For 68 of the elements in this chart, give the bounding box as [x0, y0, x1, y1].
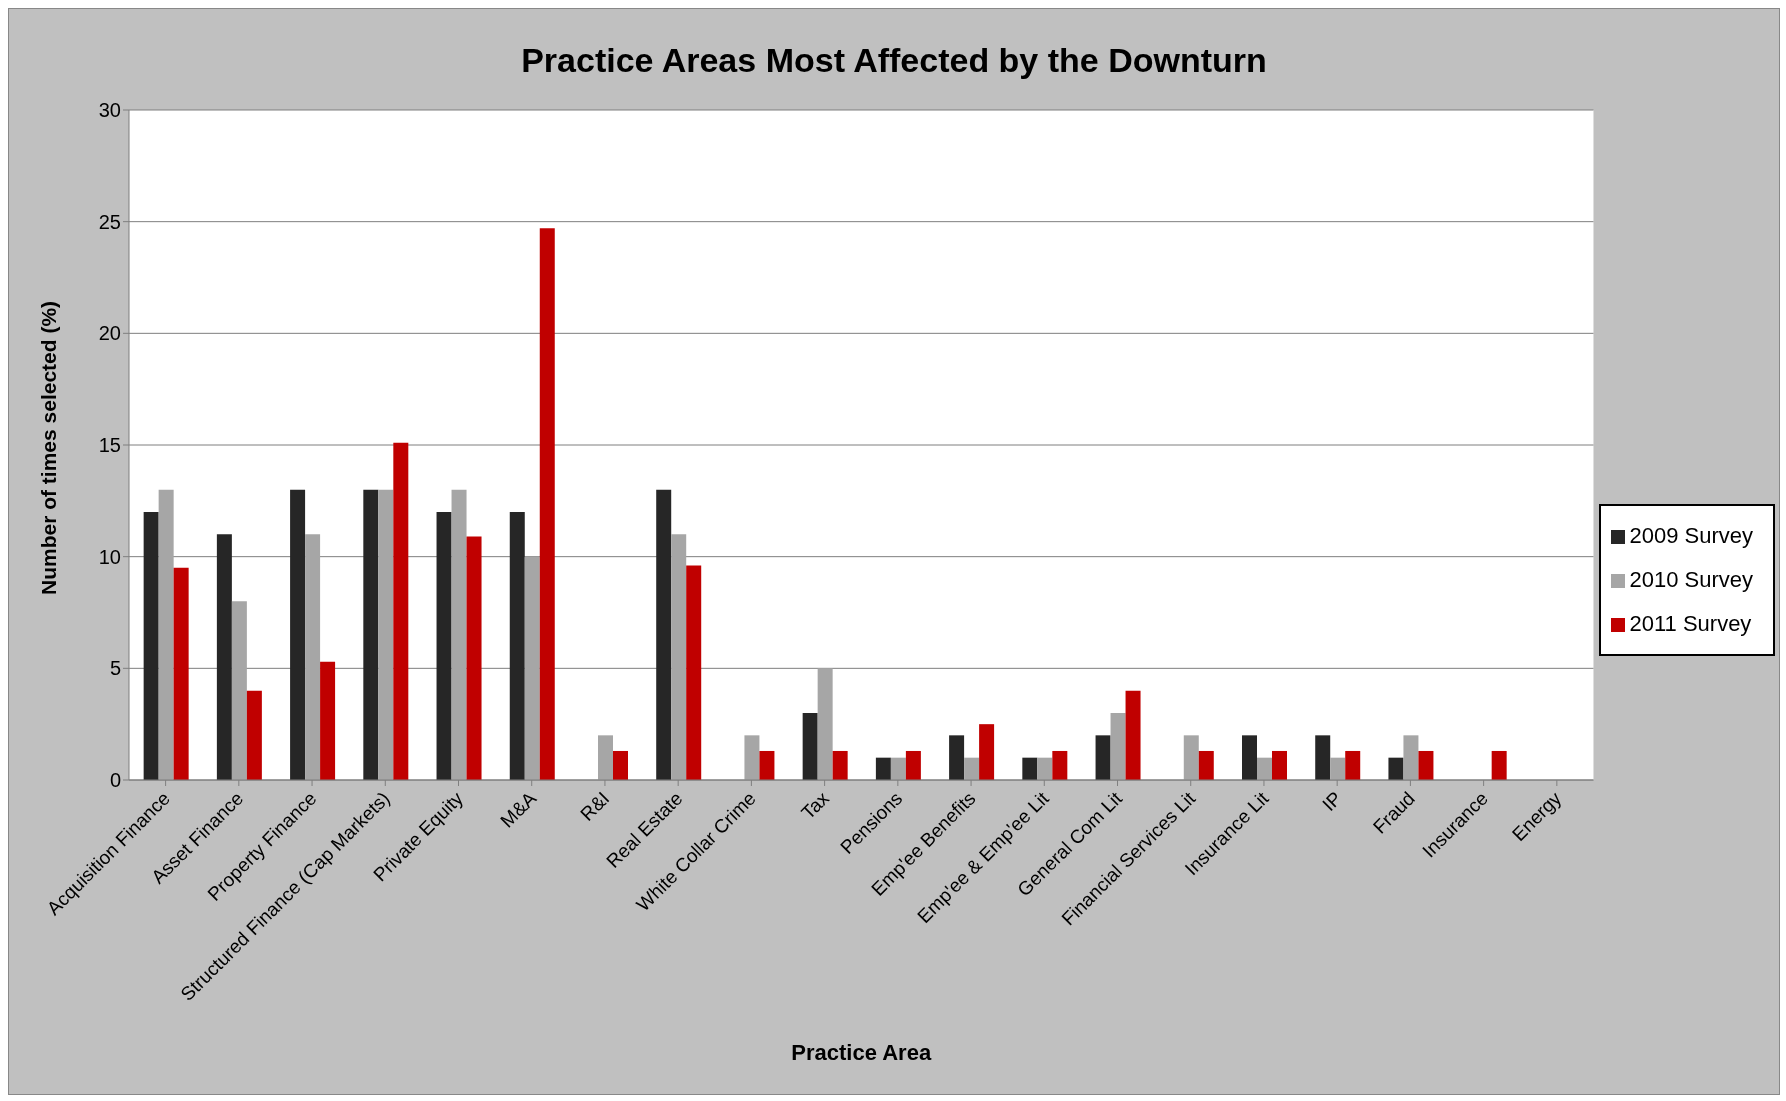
- bar: [817, 668, 833, 780]
- bar: [875, 757, 891, 780]
- bar: [451, 489, 467, 780]
- bar: [612, 750, 628, 780]
- bar: [143, 512, 159, 780]
- y-tick-label: 10: [98, 545, 121, 568]
- bar: [393, 442, 409, 780]
- y-tick-label: 30: [98, 99, 121, 122]
- bar: [656, 489, 672, 780]
- y-axis-title: Number of times selected (%): [37, 300, 61, 595]
- chart-title: Practice Areas Most Affected by the Downturn: [520, 40, 1268, 80]
- bar: [1315, 735, 1331, 780]
- bar: [1330, 757, 1346, 780]
- bar: [1257, 757, 1272, 780]
- bar: [466, 536, 482, 780]
- bar: [524, 556, 540, 780]
- legend-label: 2011 Survey: [1629, 611, 1752, 636]
- bar: [832, 750, 848, 780]
- bar: [320, 661, 336, 780]
- y-tick-label: 5: [109, 657, 121, 680]
- bar: [436, 512, 452, 780]
- bar: [1272, 750, 1287, 780]
- bar: [231, 601, 247, 780]
- bar: [964, 757, 980, 780]
- legend-label: 2009 Survey: [1629, 523, 1753, 548]
- y-tick-label: 0: [109, 769, 121, 792]
- bar: [979, 724, 995, 780]
- y-tick-label: 15: [98, 434, 121, 457]
- x-axis-title: Practice Area: [791, 1040, 932, 1065]
- bar: [1110, 713, 1126, 780]
- bar: [378, 489, 394, 780]
- bar: [1183, 735, 1199, 780]
- bar: [744, 735, 760, 780]
- legend-label: 2010 Survey: [1629, 567, 1753, 592]
- bar: [1198, 750, 1214, 780]
- x-tick-label: R&I: [576, 787, 614, 825]
- bar: [246, 690, 262, 780]
- x-tick-label: Tax: [797, 787, 834, 824]
- y-tick-label: 20: [98, 322, 121, 345]
- bar: [305, 534, 321, 780]
- bar: [671, 534, 687, 780]
- bar: [216, 534, 232, 780]
- bar: [539, 228, 555, 780]
- bar: [905, 750, 921, 780]
- bar: [1052, 750, 1068, 780]
- x-tick-label: IP: [1318, 787, 1346, 816]
- bar: [597, 735, 613, 780]
- bar: [1388, 757, 1404, 780]
- bar: [173, 567, 189, 780]
- bar: [1125, 690, 1141, 780]
- bar: [290, 489, 306, 780]
- bar: [1242, 735, 1257, 780]
- bar: [949, 735, 965, 780]
- bar: [363, 489, 379, 780]
- bar: [686, 565, 702, 780]
- bar: [1037, 757, 1053, 780]
- bar: [1345, 750, 1361, 780]
- bar: [1491, 750, 1507, 780]
- bar: [1403, 735, 1419, 780]
- bar: [890, 757, 906, 780]
- bar: [509, 512, 525, 780]
- bar: [759, 750, 775, 780]
- bar: [158, 489, 174, 780]
- bar: [1418, 750, 1434, 780]
- y-tick-label: 25: [98, 210, 121, 233]
- bar: [802, 713, 818, 780]
- bar: [1022, 757, 1038, 780]
- bar: [1095, 735, 1111, 780]
